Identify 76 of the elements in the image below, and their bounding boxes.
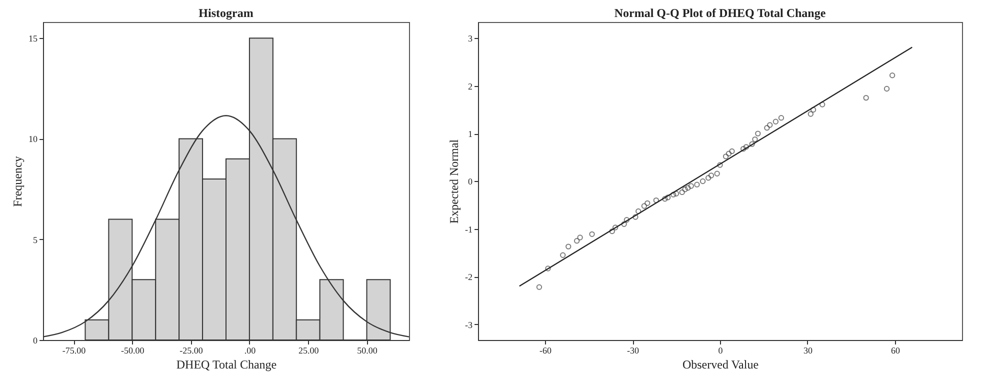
x-tick-label: -50.00 <box>121 346 145 356</box>
point <box>700 178 706 184</box>
y-axis-title: Expected Normal <box>447 138 462 224</box>
x-axis-title: Observed Value <box>682 358 759 372</box>
y-tick-label: 15 <box>28 34 38 44</box>
point <box>545 266 551 272</box>
point <box>810 106 816 113</box>
point <box>764 125 770 131</box>
y-tick-label: 3 <box>468 34 473 44</box>
point <box>863 94 869 101</box>
point <box>653 197 659 204</box>
y-tick-label: 1 <box>468 129 472 140</box>
y-tick-label: -3 <box>465 320 473 330</box>
point <box>884 86 890 92</box>
x-axis-title: DHEQ Total Change <box>176 358 277 372</box>
y-tick-label: 2 <box>468 81 472 92</box>
point <box>726 150 732 156</box>
x-tick-label: 0 <box>718 346 724 356</box>
point <box>644 200 650 206</box>
y-axis-title: Frequency <box>10 156 24 207</box>
point <box>705 175 712 181</box>
point <box>566 244 572 250</box>
y-tick-label: 0 <box>33 336 38 346</box>
point <box>577 234 583 240</box>
x-tick-label: -75.00 <box>62 346 86 356</box>
point <box>664 194 671 200</box>
point <box>755 130 761 136</box>
point <box>767 122 773 128</box>
point <box>688 183 694 189</box>
point <box>685 185 691 191</box>
point <box>589 231 595 237</box>
point <box>560 252 566 258</box>
point <box>641 203 648 209</box>
point <box>632 214 638 220</box>
y-tick-label: 10 <box>28 134 38 144</box>
x-tick-label: 30 <box>803 346 813 356</box>
point <box>778 114 784 121</box>
point <box>662 196 668 202</box>
x-tick-label: -30 <box>627 346 640 356</box>
y-tick-label: 0 <box>468 176 473 187</box>
point <box>740 146 746 152</box>
point <box>729 148 735 154</box>
y-tick-label: 5 <box>33 234 38 245</box>
chart-title: Normal Q-Q Plot of DHEQ Total Change <box>614 6 826 20</box>
point <box>772 118 779 124</box>
chart-title: Histogram <box>198 6 254 20</box>
point <box>722 154 729 160</box>
y-tick-label: -2 <box>465 272 472 282</box>
x-tick-label: -25.00 <box>180 346 204 356</box>
point <box>612 224 618 230</box>
point <box>749 141 755 147</box>
point <box>808 111 814 117</box>
point <box>743 144 750 150</box>
point <box>717 162 723 168</box>
point <box>679 189 685 196</box>
point <box>819 102 826 108</box>
point <box>536 284 542 290</box>
point <box>694 182 700 188</box>
point <box>708 172 714 178</box>
point <box>621 221 627 227</box>
point <box>889 72 896 78</box>
x-tick-label: -60 <box>540 346 552 356</box>
point <box>636 208 642 214</box>
point <box>673 190 680 196</box>
x-tick-label: 50.00 <box>357 346 378 356</box>
point <box>574 238 580 244</box>
x-tick-label: 25.00 <box>298 346 320 356</box>
point <box>752 136 758 142</box>
point <box>624 217 630 223</box>
y-tick-label: -1 <box>465 224 472 234</box>
point <box>714 170 720 176</box>
point <box>682 186 688 192</box>
point <box>609 228 615 234</box>
x-tick-label: 60 <box>890 346 900 356</box>
x-tick-label: .00 <box>244 346 256 356</box>
point <box>670 192 676 198</box>
